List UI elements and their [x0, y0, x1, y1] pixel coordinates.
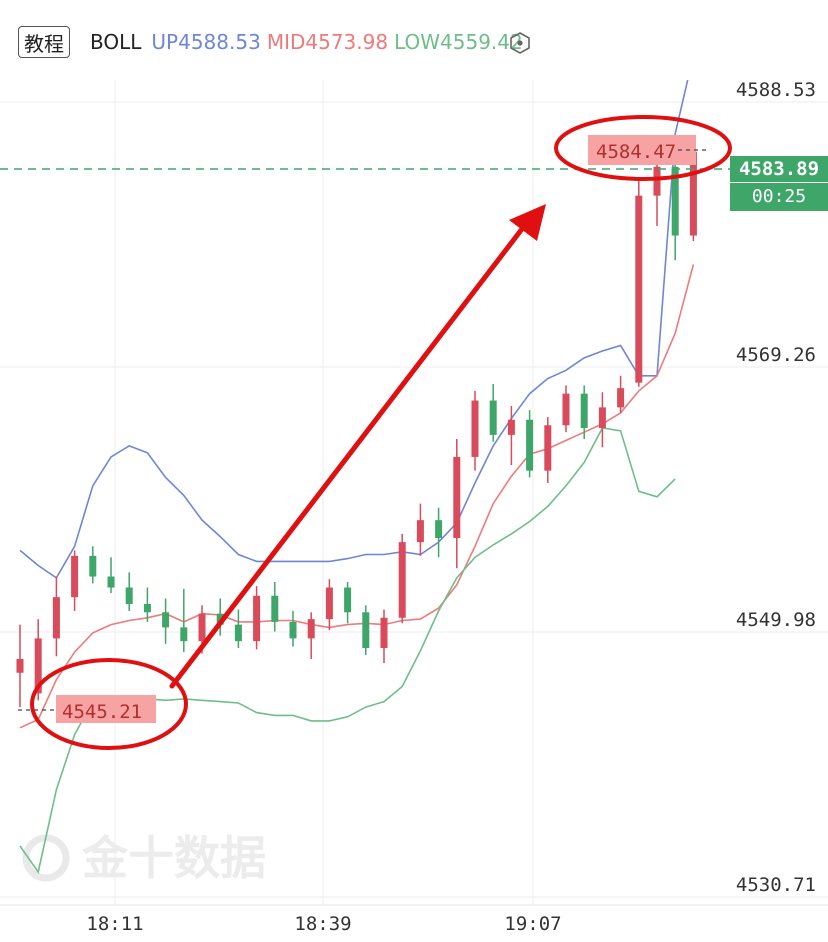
trend-arrow-shaft: [169, 222, 528, 689]
candle-body: [689, 151, 697, 236]
price-axis: 4588.53 4569.26 4549.98 4530.71: [736, 80, 816, 896]
trend-arrow-head: [509, 204, 546, 241]
candle-body: [325, 587, 333, 620]
candle-body: [71, 555, 79, 598]
boll-indicator-name: BOLL: [90, 30, 142, 54]
candles: [16, 147, 697, 708]
candle-body: [653, 166, 661, 196]
price-tick-label: 4530.71: [736, 874, 816, 896]
candle-body: [89, 555, 97, 577]
candle-body: [471, 400, 479, 457]
candle-body: [489, 400, 497, 435]
time-tick-label: 18:11: [86, 913, 143, 935]
high-price-marker: 4584.47: [554, 115, 732, 181]
price-tick-label: 4569.26: [736, 344, 816, 366]
candle-body: [234, 624, 242, 642]
candle-body: [635, 195, 643, 383]
current-price-tag: 4583.89: [730, 156, 828, 182]
candle-body: [16, 659, 24, 673]
candle-body: [671, 166, 679, 236]
candle-body: [107, 576, 115, 588]
candle-body: [507, 419, 515, 435]
trend-arrow: [169, 204, 546, 689]
low-marker-circle: [30, 658, 188, 750]
time-tick-label: 18:39: [294, 913, 351, 935]
candle-body: [307, 619, 315, 639]
boll-up-line: [19, 80, 689, 580]
price-tick-label: 4549.98: [736, 609, 816, 631]
candle-countdown: 00:25: [730, 183, 828, 211]
candle-body: [416, 520, 424, 543]
indicator-toolbar: 教程 BOLL UP4588.53 MID4573.98 LOW4559.42: [0, 0, 828, 80]
candle-body: [362, 612, 370, 649]
high-marker-value: 4584.47: [596, 141, 676, 163]
candle-body: [617, 388, 625, 408]
candle-body: [344, 587, 352, 613]
candle-body: [380, 617, 388, 649]
boll-mid-value: MID4573.98: [266, 30, 389, 54]
candle-body: [289, 621, 297, 639]
high-marker-circle: [554, 115, 732, 181]
candle-body: [180, 627, 188, 642]
candle-body: [453, 456, 461, 539]
candle-body: [562, 393, 570, 426]
candle-body: [198, 613, 206, 642]
low-marker-box: [56, 695, 156, 723]
time-tick-label: 19:07: [504, 913, 561, 935]
candle-body: [52, 597, 60, 639]
price-tick-label: 4588.53: [736, 80, 816, 101]
hexagon-settings-icon[interactable]: [508, 31, 532, 55]
candle-body: [143, 604, 151, 613]
candle-body: [34, 638, 42, 694]
candle-body: [598, 407, 606, 429]
watermark: 金十数据: [22, 831, 266, 885]
candle-body: [544, 425, 552, 471]
candle-body: [162, 612, 170, 628]
candle-body: [580, 393, 588, 429]
boll-legend: BOLL UP4588.53 MID4573.98 LOW4559.42: [90, 30, 523, 54]
tutorial-button[interactable]: 教程: [18, 26, 70, 58]
boll-mid-line: [19, 264, 695, 729]
candle-body: [526, 419, 534, 471]
candle-body: [253, 595, 261, 642]
boll-low-line: [19, 427, 676, 875]
time-axis: 18:11 18:39 19:07: [86, 913, 561, 935]
watermark-text: 金十数据: [81, 831, 266, 885]
boll-low-value: LOW4559.42: [394, 30, 523, 54]
low-price-marker: 4545.21: [18, 658, 188, 750]
boll-up-value: UP4588.53: [151, 30, 261, 54]
candle-body: [271, 595, 279, 622]
boll-bands: [19, 80, 695, 875]
low-marker-value: 4545.21: [62, 701, 142, 723]
candle-body: [435, 520, 443, 539]
candle-body: [125, 587, 133, 605]
candle-body: [398, 542, 406, 618]
chart-grid: [0, 80, 828, 906]
